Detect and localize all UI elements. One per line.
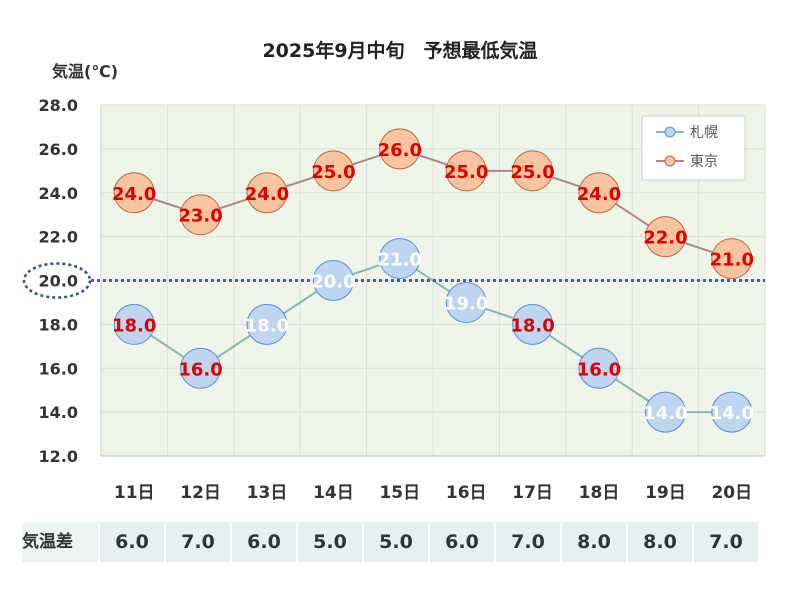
data-label: 21.0 xyxy=(378,250,422,271)
data-label: 23.0 xyxy=(178,206,222,227)
data-label: 22.0 xyxy=(643,228,687,249)
difference-value: 6.0 xyxy=(430,522,494,562)
legend-label: 札幌 xyxy=(690,125,718,141)
data-label: 14.0 xyxy=(710,403,754,424)
data-point xyxy=(312,150,354,192)
data-point xyxy=(578,347,620,389)
data-label: 18.0 xyxy=(112,315,156,336)
x-tick-label: 13日 xyxy=(247,483,288,503)
x-tick-label: 20日 xyxy=(711,483,752,503)
data-label: 25.0 xyxy=(311,162,355,183)
data-label: 26.0 xyxy=(378,140,422,161)
data-label: 24.0 xyxy=(577,184,621,205)
x-tick-label: 17日 xyxy=(512,483,553,503)
x-tick-label: 14日 xyxy=(313,483,354,503)
y-tick-label: 12.0 xyxy=(39,447,78,466)
data-label: 16.0 xyxy=(577,359,621,380)
legend xyxy=(641,115,746,181)
data-point xyxy=(644,391,686,433)
difference-value: 6.0 xyxy=(100,522,164,562)
y-tick-label: 24.0 xyxy=(39,184,78,203)
data-label: 19.0 xyxy=(444,293,488,314)
difference-value: 7.0 xyxy=(496,522,560,562)
data-label: 21.0 xyxy=(710,250,754,271)
legend-marker xyxy=(664,126,676,138)
difference-value: 7.0 xyxy=(694,522,758,562)
data-label: 14.0 xyxy=(643,403,687,424)
y-tick-label: 26.0 xyxy=(39,140,78,159)
y-tick-label: 18.0 xyxy=(39,315,78,334)
data-point xyxy=(180,194,222,236)
data-label: 18.0 xyxy=(510,315,554,336)
data-point xyxy=(246,303,288,345)
difference-value: 6.0 xyxy=(232,522,296,562)
data-point xyxy=(379,128,421,170)
difference-value: 7.0 xyxy=(166,522,230,562)
x-tick-label: 16日 xyxy=(446,483,487,503)
temperature-difference-row: 気温差 6.0 7.0 6.0 5.0 5.0 6.0 7.0 8.0 8.0 … xyxy=(22,522,762,562)
legend-label: 東京 xyxy=(690,154,718,170)
x-tick-label: 15日 xyxy=(379,483,420,503)
temperature-chart: 12.0 14.0 16.0 18.0 20.0 22.0 24.0 26.0 28.0 11日 1… xyxy=(22,96,766,503)
y-axis-label: 気温(℃) xyxy=(52,62,119,81)
data-point xyxy=(180,347,222,389)
y-tick-label: 22.0 xyxy=(39,228,78,247)
data-label: 24.0 xyxy=(112,184,156,205)
x-tick-label: 11日 xyxy=(114,483,155,503)
data-point xyxy=(644,216,686,258)
difference-row-label: 気温差 xyxy=(22,522,98,562)
y-tick-label: 14.0 xyxy=(39,403,78,422)
data-label: 20.0 xyxy=(311,272,355,293)
y-tick-label: 20.0 xyxy=(39,272,78,291)
legend-marker xyxy=(664,155,676,167)
data-point xyxy=(113,303,155,345)
data-point xyxy=(512,150,554,192)
data-label: 25.0 xyxy=(444,162,488,183)
data-point xyxy=(445,281,487,323)
difference-value: 8.0 xyxy=(628,522,692,562)
chart-title: 2025年9月中旬 予想最低気温 xyxy=(262,40,538,62)
data-label: 25.0 xyxy=(510,162,554,183)
data-point xyxy=(578,172,620,214)
difference-value: 5.0 xyxy=(298,522,362,562)
data-point xyxy=(445,150,487,192)
data-point xyxy=(113,172,155,214)
series-line xyxy=(133,147,733,260)
data-point xyxy=(512,303,554,345)
data-label: 18.0 xyxy=(245,315,289,336)
reference-highlight-ellipse xyxy=(22,262,92,299)
data-point xyxy=(379,238,421,280)
y-tick-label: 28.0 xyxy=(39,96,78,115)
data-point xyxy=(711,238,753,280)
data-point xyxy=(711,391,753,433)
difference-value: 5.0 xyxy=(364,522,428,562)
difference-value: 8.0 xyxy=(562,522,626,562)
data-label: 24.0 xyxy=(245,184,289,205)
y-tick-label: 16.0 xyxy=(39,359,78,378)
x-tick-label: 19日 xyxy=(645,483,686,503)
x-tick-label: 12日 xyxy=(180,483,221,503)
data-label: 16.0 xyxy=(178,359,222,380)
data-point xyxy=(312,260,354,301)
x-tick-label: 18日 xyxy=(579,483,620,503)
data-point xyxy=(246,172,288,214)
